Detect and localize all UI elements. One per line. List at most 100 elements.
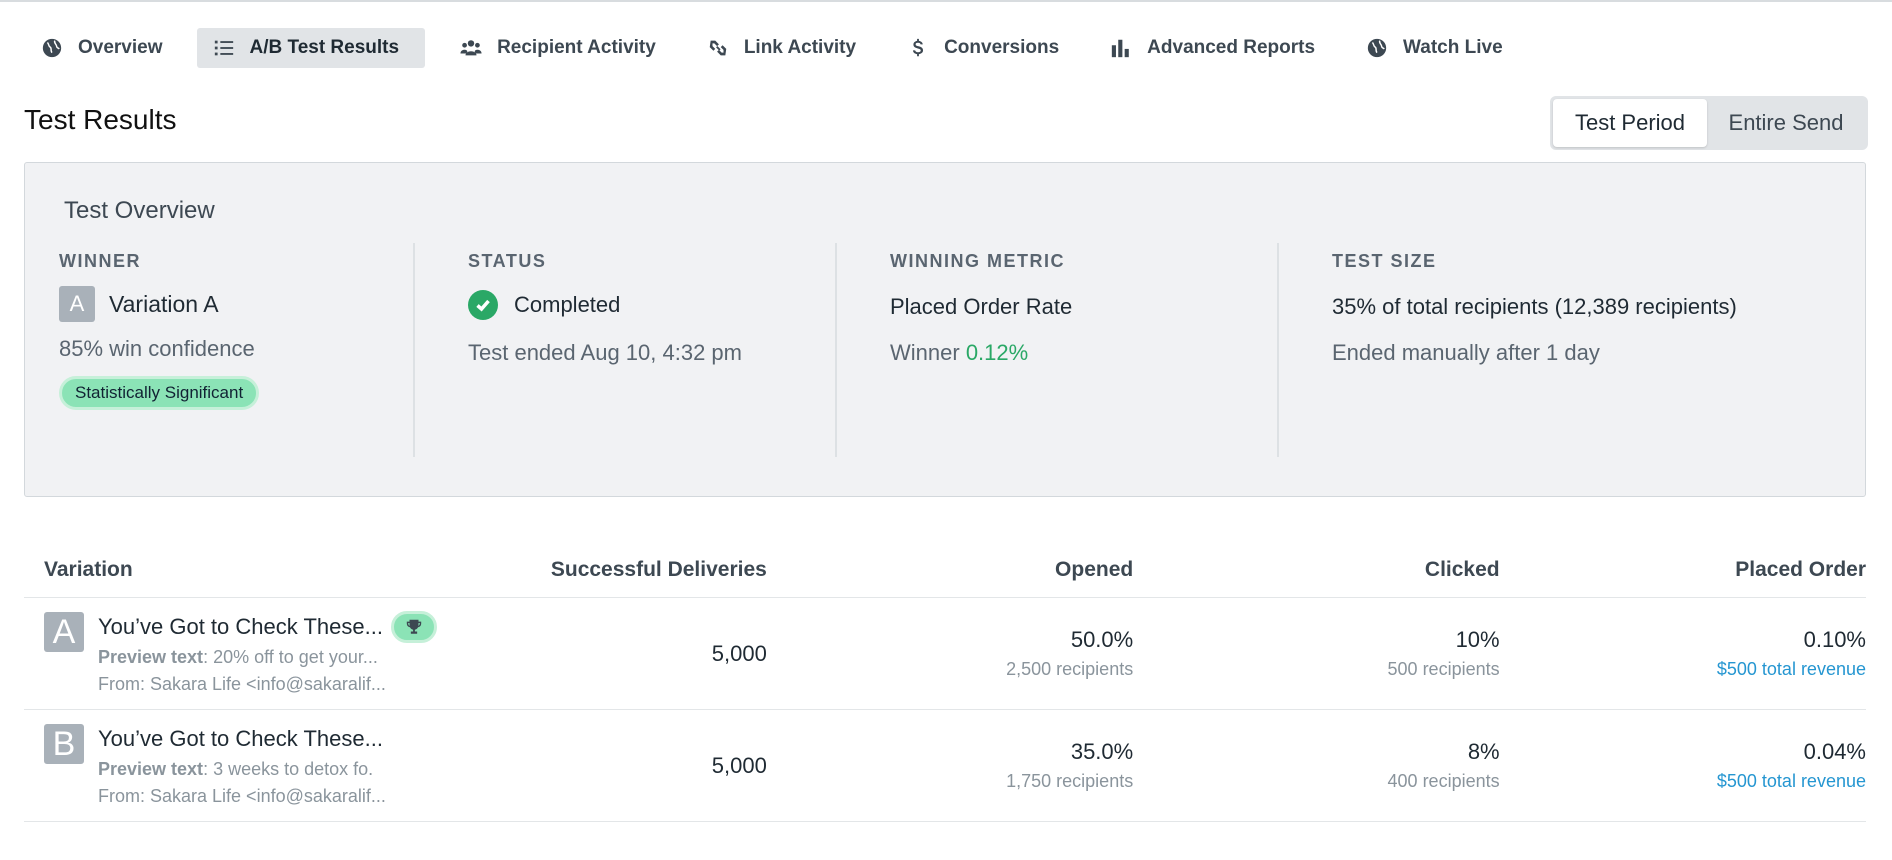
tab-label: Advanced Reports [1147, 37, 1316, 58]
status-row: Completed [468, 290, 833, 320]
placed-order-cell: 0.10% $500 total revenue [1500, 627, 1866, 680]
preview-label: Preview text [98, 646, 204, 667]
revenue-link[interactable]: $500 total revenue [1716, 659, 1866, 679]
header-placed-order: Placed Order [1735, 557, 1866, 581]
test-size-note: Ended manually after 1 day [1332, 340, 1600, 365]
preview-label: Preview text [98, 758, 204, 779]
preview-value: : 20% off to get your... [203, 646, 378, 667]
list-icon [212, 36, 236, 60]
tab-overview[interactable]: Overview [24, 28, 179, 68]
tab-recipient-activity[interactable]: Recipient Activity [443, 28, 672, 68]
opened-count: 1,750 recipients [1006, 771, 1134, 791]
winner-label: WINNER [59, 251, 141, 271]
clicked-cell: 10% 500 recipients [1133, 627, 1500, 680]
variation-info: B You’ve Got to Check These... Preview t… [44, 722, 452, 810]
clicked-pct: 8% [1467, 739, 1500, 764]
preview-value: : 3 weeks to detox fo. [203, 758, 374, 779]
tab-label: Link Activity [743, 37, 857, 58]
variation-badge: A [59, 286, 95, 322]
status-section: STATUS Completed Test ended Aug 10, 4:32… [413, 243, 833, 457]
bar-chart-icon [1109, 36, 1133, 60]
check-circle-icon [468, 290, 498, 320]
significance-badge: Statistically Significant [59, 376, 260, 410]
globe-icon [40, 36, 64, 60]
metric-value: Placed Order Rate [890, 294, 1073, 319]
deliveries-value: 5,000 [711, 640, 767, 666]
variation-badge: A [44, 611, 84, 652]
variation-cell: B You’ve Got to Check These... Preview t… [24, 722, 452, 810]
globe-icon [1365, 36, 1389, 60]
period-toggle: Test Period Entire Send [1550, 96, 1868, 150]
test-overview-card: Test Overview WINNER A Variation A 85% w… [24, 162, 1866, 497]
placed-order-pct: 0.10% [1803, 627, 1866, 652]
test-size-value: 35% of total recipients (12,389 recipien… [1332, 294, 1737, 319]
clicked-pct: 10% [1455, 627, 1500, 652]
deliveries-value: 5,000 [711, 752, 767, 778]
variation-cell: A You’ve Got to Check These... Preview t… [24, 610, 452, 698]
header-opened: Opened [1055, 557, 1134, 581]
test-size-section: TEST SIZE 35% of total recipients (12,38… [1277, 243, 1837, 457]
tab-advanced-reports[interactable]: Advanced Reports [1093, 28, 1331, 68]
tab-link-activity[interactable]: Link Activity [690, 28, 872, 68]
metric-winner-value: 0.12% [965, 340, 1029, 365]
table-header: Variation Successful Deliveries Opened C… [24, 542, 1866, 598]
revenue-link[interactable]: $500 total revenue [1716, 771, 1866, 791]
tab-watch-live[interactable]: Watch Live [1349, 28, 1519, 68]
dollar-icon [906, 36, 930, 60]
page-title: Test Results [24, 104, 177, 135]
header-variation: Variation [44, 557, 133, 581]
preview-text: Preview text: 20% off to get your... [98, 644, 437, 671]
placed-order-pct: 0.04% [1803, 739, 1866, 764]
tab-label: Overview [78, 37, 163, 58]
tab-label: Watch Live [1403, 37, 1503, 58]
tab-conversions[interactable]: Conversions [890, 28, 1075, 68]
clicked-count: 500 recipients [1387, 659, 1500, 679]
clicked-cell: 8% 400 recipients [1133, 739, 1500, 792]
table-row[interactable]: B You’ve Got to Check These... Preview t… [24, 710, 1866, 822]
results-table: Variation Successful Deliveries Opened C… [24, 542, 1866, 822]
metric-label: WINNING METRIC [890, 251, 1065, 271]
metric-winner: Winner 0.12% [890, 340, 1275, 366]
opened-cell: 50.0% 2,500 recipients [767, 627, 1133, 680]
card-title: Test Overview [64, 197, 215, 224]
winner-row: A Variation A [59, 286, 419, 322]
test-size-label: TEST SIZE [1332, 251, 1437, 271]
test-ended: Test ended Aug 10, 4:32 pm [468, 340, 742, 365]
opened-cell: 35.0% 1,750 recipients [767, 739, 1133, 792]
variation-info: A You’ve Got to Check These... Preview t… [44, 610, 452, 698]
metric-winner-prefix: Winner [890, 340, 960, 365]
status-value: Completed [514, 292, 621, 317]
clicked-count: 400 recipients [1387, 771, 1500, 791]
header-deliveries: Successful Deliveries [550, 557, 767, 581]
win-confidence: 85% win confidence [59, 336, 255, 361]
tab-label: Conversions [944, 37, 1060, 58]
entire-send-button[interactable]: Entire Send [1728, 110, 1844, 135]
subject-line: You’ve Got to Check These... [98, 725, 383, 751]
preview-text: Preview text: 3 weeks to detox fo. [98, 756, 386, 783]
tab-label: Recipient Activity [497, 37, 656, 58]
tab-label: A/B Test Results [249, 37, 400, 58]
test-period-button[interactable]: Test Period [1553, 99, 1707, 147]
table-row[interactable]: A You’ve Got to Check These... Preview t… [24, 598, 1866, 710]
status-label: STATUS [468, 251, 547, 271]
trophy-icon [390, 610, 437, 643]
from-line: From: Sakara Life <info@sakaralif... [98, 673, 386, 694]
winning-metric-section: WINNING METRIC Placed Order Rate Winner … [835, 243, 1275, 457]
users-icon [459, 36, 483, 60]
winner-name: Variation A [109, 290, 219, 317]
from-line: From: Sakara Life <info@sakaralif... [98, 785, 386, 806]
variation-badge: B [44, 723, 84, 764]
subject-line: You’ve Got to Check These... [98, 613, 383, 639]
variation-details: You’ve Got to Check These... Preview tex… [98, 610, 437, 698]
variation-details: You’ve Got to Check These... Preview tex… [98, 722, 386, 810]
opened-pct: 35.0% [1070, 739, 1134, 764]
opened-count: 2,500 recipients [1006, 659, 1134, 679]
header-clicked: Clicked [1424, 557, 1500, 581]
tab-ab-test-results[interactable]: A/B Test Results [196, 28, 426, 68]
subject-row: You’ve Got to Check These... [98, 722, 386, 756]
winner-section: WINNER A Variation A 85% win confidence … [59, 243, 419, 457]
opened-pct: 50.0% [1070, 627, 1134, 652]
placed-order-cell: 0.04% $500 total revenue [1500, 739, 1866, 792]
link-icon [706, 36, 730, 60]
report-nav: Overview A/B Test Results Recipient Acti… [24, 28, 1537, 68]
